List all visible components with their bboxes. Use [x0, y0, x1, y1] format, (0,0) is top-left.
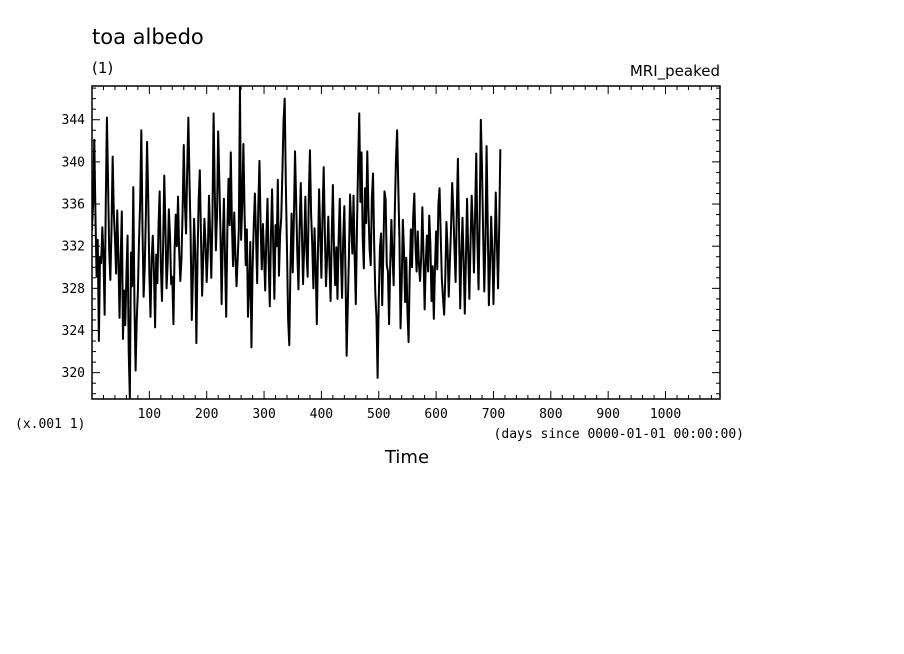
xtick-label: 1000 [650, 407, 681, 422]
chart-title: toa albedo [92, 25, 204, 49]
x-axis-units: (days since 0000-01-01 00:00:00) [494, 427, 744, 442]
ytick-labels: 320 324 328 332 336 340 344 [62, 113, 86, 381]
ticks-layer [92, 86, 720, 399]
ytick-label: 332 [62, 240, 85, 255]
xtick-label: 700 [482, 407, 505, 422]
xtick-label: 800 [539, 407, 562, 422]
model-label: MRI_peaked [630, 62, 720, 81]
units-label: (1) [92, 59, 113, 77]
ytick-label: 324 [62, 324, 86, 339]
ytick-label: 340 [62, 155, 85, 170]
xtick-label: 100 [138, 407, 161, 422]
xtick-label: 400 [310, 407, 333, 422]
ytick-label: 336 [62, 198, 85, 213]
x-axis-label: Time [384, 447, 429, 468]
xtick-label: 600 [424, 407, 447, 422]
ytick-label: 344 [62, 113, 86, 128]
xtick-label: 200 [195, 407, 218, 422]
ytick-label: 328 [62, 282, 85, 297]
xtick-label: 900 [596, 407, 619, 422]
xtick-label: 500 [367, 407, 390, 422]
xtick-label: 300 [252, 407, 275, 422]
y-scale-note: (x.001 1) [15, 417, 85, 432]
ytick-label: 320 [62, 366, 85, 381]
series-layer [92, 86, 502, 399]
xtick-labels: 100 200 300 400 500 600 700 800 900 1000 [138, 407, 682, 422]
plot-frame [91, 85, 721, 400]
series-line-0 [92, 86, 502, 399]
